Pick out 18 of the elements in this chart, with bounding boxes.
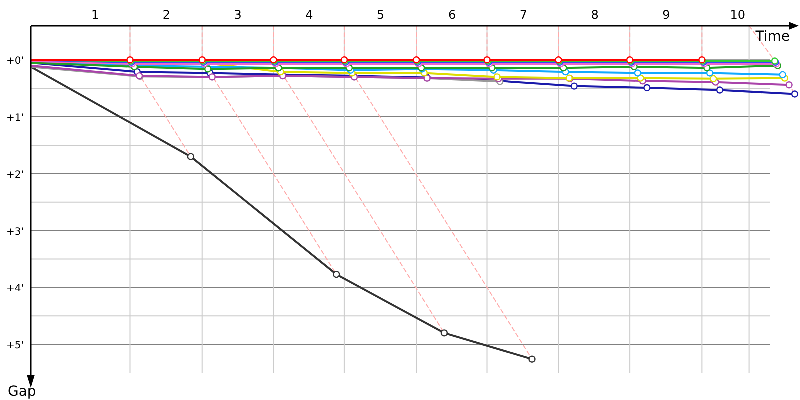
x-tick-label: 10 (730, 8, 746, 22)
x-tick-label: 6 (448, 8, 456, 22)
y-tick-label: +0' (6, 56, 24, 68)
x-tick-label: 9 (662, 8, 670, 22)
x-tick-label: 1 (91, 8, 100, 22)
x-tick-label: 2 (162, 8, 170, 22)
y-tick-label: +2' (6, 170, 24, 181)
x-tick-label: 8 (591, 8, 599, 22)
x-axis-title: Time (754, 29, 790, 45)
x-tick-label: 4 (306, 8, 314, 22)
x-tick-label: 7 (520, 8, 528, 22)
x-tick-label: 5 (377, 8, 385, 22)
x-tick-label: 3 (234, 8, 242, 22)
y-tick-label: +5' (6, 340, 24, 352)
y-axis-title: Gap (8, 384, 36, 400)
y-tick-label: +4' (6, 284, 24, 295)
y-tick-label: +3' (6, 226, 24, 238)
y-tick-label: +1' (6, 113, 24, 124)
